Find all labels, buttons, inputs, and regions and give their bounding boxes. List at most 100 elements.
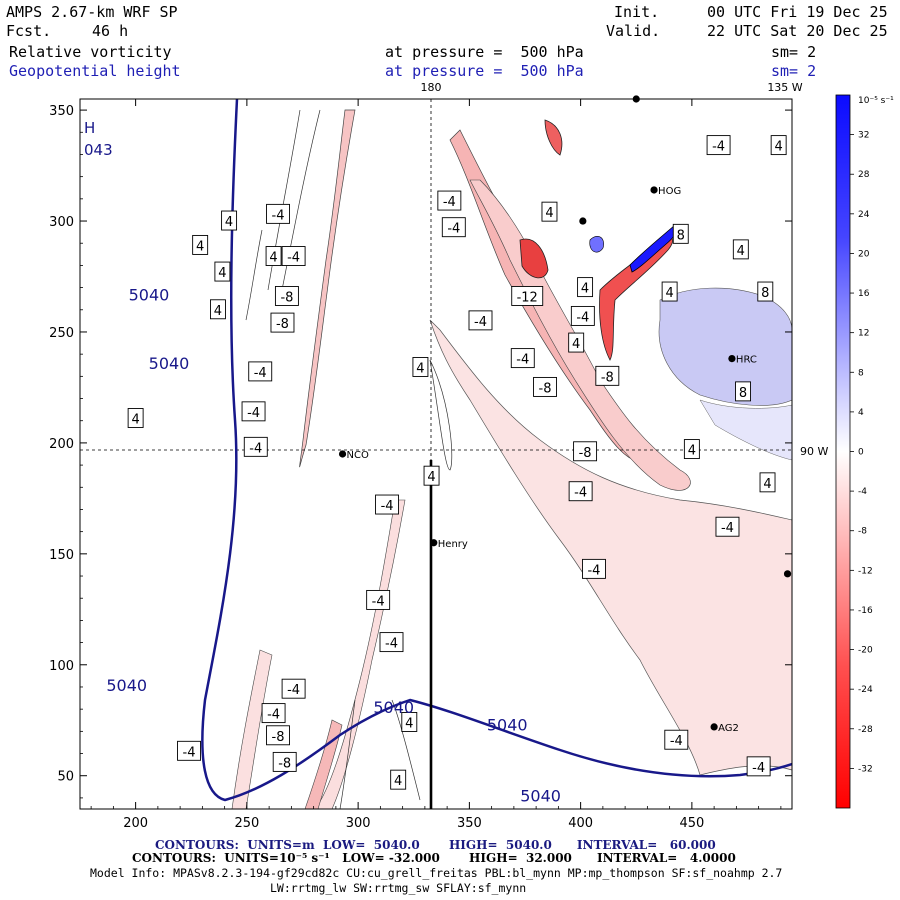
x-tick-label: 300: [346, 816, 371, 831]
station-label: AG2: [718, 723, 739, 734]
vorticity-label-box: [192, 234, 209, 255]
vorticity-label-box: [672, 223, 689, 244]
vorticity-contour-label: -4: [287, 251, 300, 266]
positive-vorticity-blob: [589, 236, 604, 253]
vorticity-contour-label: -4: [574, 486, 587, 501]
station-dot: [430, 539, 438, 547]
vorticity-contour-label: -4: [447, 222, 460, 237]
station-dot: [338, 450, 347, 458]
lon-90w-label: 90 W: [800, 445, 828, 458]
vorticity-contour-label: 4: [572, 337, 580, 352]
vorticity-contour-label: 4: [763, 477, 771, 492]
vorticity-shading: [231, 109, 792, 809]
model-info-line1: Model Info: MPASv8.2.3-194-gf29cd82c CU:…: [90, 866, 783, 880]
y-tick-label: 350: [49, 104, 74, 119]
model-info-line2: LW:rrtmg_lw SW:rrtmg_sw SFLAY:sf_mynn: [270, 881, 527, 895]
vorticity-contour-label: 4: [405, 716, 413, 731]
colorbar-tick-label: -4: [858, 487, 867, 497]
vorticity-contour-label: 4: [427, 470, 435, 485]
station-dot: [579, 217, 587, 225]
lon-180-label: 180: [421, 81, 442, 94]
valid-value: 22 UTC Sat 20 Dec 25: [707, 22, 888, 40]
vorticity-label-box: [274, 286, 299, 306]
vorticity-contour-label: 8: [761, 286, 769, 301]
station-dot: [783, 570, 792, 578]
vorticity-label-box: [177, 740, 201, 761]
vorticity-label-box: [423, 465, 440, 486]
vorticity-contour-label: -8: [601, 370, 614, 385]
vorticity-contour-label: 8: [739, 386, 747, 401]
y-tick-label: 200: [49, 437, 74, 452]
vorticity-label-box: [582, 558, 606, 579]
vorticity-contour-label: 4: [688, 444, 696, 459]
vorticity-label-box: [375, 494, 399, 515]
field2-level: at pressure = 500 hPa: [385, 62, 584, 80]
vorticity-label-box: [272, 751, 297, 772]
field2-smoothing: sm= 2: [771, 62, 817, 80]
colorbar-tick-label: 4: [858, 408, 864, 418]
colorbar-tick-label: 20: [858, 249, 870, 259]
vorticity-contour-label: 4: [269, 251, 277, 266]
colorbar-tick-label: -8: [858, 527, 867, 537]
height-contour-info: CONTOURS: UNITS=m LOW= 5040.0 HIGH= 5040…: [155, 838, 716, 852]
vorticity-label-box: [664, 729, 689, 750]
colorbar-units: 10⁻⁵ s⁻¹: [858, 96, 894, 106]
field1-smoothing: sm= 2: [771, 43, 817, 61]
vorticity-label-box: [757, 281, 774, 302]
vorticity-label-box: [735, 381, 751, 402]
vorticity-label-box: [266, 725, 290, 746]
forecast-value: 46 h: [92, 22, 129, 40]
y-tick-label: 150: [49, 548, 74, 563]
height-contour-label: 5040: [373, 698, 414, 717]
vorticity-label-box: [221, 210, 238, 231]
vorticity-label-box: [661, 281, 678, 302]
vorticity-contour-label: -4: [183, 745, 196, 760]
vorticity-label-box: [437, 190, 462, 211]
vorticity-contour-label: 4: [225, 215, 233, 230]
left-band-4: [231, 649, 273, 809]
vorticity-contour-label: -12: [517, 290, 538, 305]
colorbar-tick-label: 8: [858, 368, 864, 378]
x-tick-label: 450: [679, 816, 704, 831]
vorticity-contour-info: CONTOURS: UNITS=10⁻⁵ s⁻¹ LOW= -32.000 HI…: [132, 851, 736, 865]
y-tick-label: 250: [49, 326, 74, 341]
field2-name: Geopotential height: [9, 62, 181, 80]
height-contour-label: 5040: [520, 787, 561, 806]
colorbar-tick-label: -32: [858, 764, 873, 774]
vorticity-label-box: [265, 246, 282, 266]
high-marker: H: [84, 119, 95, 137]
vorticity-contour-label: 4: [665, 286, 673, 301]
station-dot: [728, 354, 736, 363]
vorticity-label-box: [209, 299, 226, 320]
vorticity-label-box: [441, 217, 466, 238]
vorticity-contour-label: -8: [280, 290, 293, 305]
strong-negative-vorticity-2: [519, 238, 549, 279]
y-tick-label: 300: [49, 215, 74, 230]
vorticity-label-box: [127, 408, 144, 428]
vorticity-contour-label: -4: [247, 406, 260, 421]
vorticity-contour-label: -4: [249, 441, 262, 456]
left-band-1: [299, 109, 356, 468]
height-contour-5040-west: [201, 99, 792, 802]
vorticity-label-box: [266, 203, 290, 224]
vorticity-contour-label: -4: [372, 594, 385, 609]
vorticity-contour-label: -4: [381, 499, 394, 514]
vorticity-contour-label: -8: [539, 381, 552, 396]
vorticity-label-box: [533, 376, 557, 397]
vorticity-contour-label: 4: [545, 206, 553, 221]
station-layer: HOG HRC NCO Henry AG2: [338, 95, 792, 734]
colorbar-tick-label: 24: [858, 210, 870, 220]
colorbar-tick-label: 12: [858, 329, 869, 339]
x-tick-label: 400: [568, 816, 593, 831]
station-dot: [650, 186, 658, 194]
x-tick-label: 200: [123, 816, 148, 831]
colorbar: [835, 94, 851, 809]
vorticity-contour-label: -8: [278, 756, 291, 771]
vorticity-label-box: [243, 436, 268, 457]
vorticity-contour-label: -4: [670, 734, 683, 749]
init-value: 00 UTC Fri 19 Dec 25: [707, 3, 888, 21]
vorticity-contour-label: -4: [576, 310, 589, 325]
height-contour-label: 5040: [106, 676, 147, 695]
